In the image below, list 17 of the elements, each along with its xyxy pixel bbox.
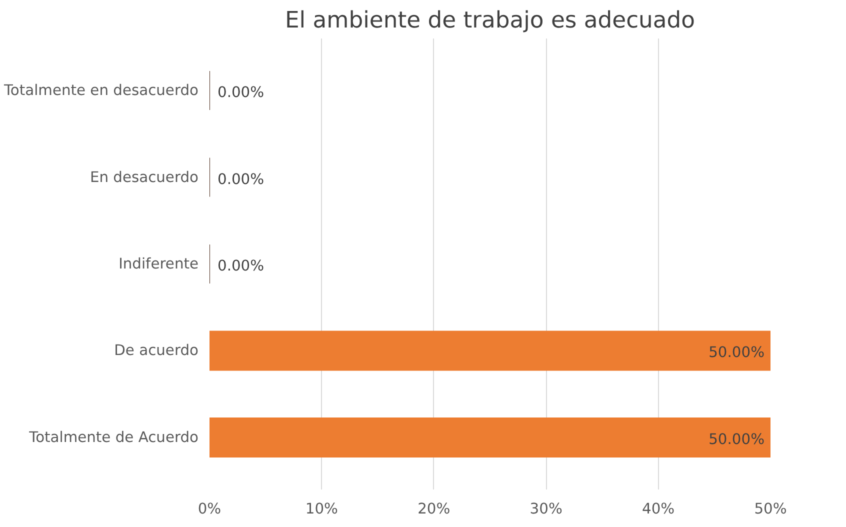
x-tick-label: 20%	[418, 500, 450, 518]
x-tick-label: 40%	[642, 500, 675, 518]
x-tick-label: 50%	[754, 500, 787, 518]
chart-title: El ambiente de trabajo es adecuado	[284, 8, 696, 34]
y-tick-label: Totalmente de Acuerdo	[28, 428, 199, 446]
data-label: 50.00%	[708, 430, 765, 448]
data-label: 0.00%	[218, 170, 264, 188]
y-tick-label: Totalmente en desacuerdo	[2, 82, 199, 100]
y-tick-label: Indiferente	[118, 256, 198, 272]
data-label: 0.00%	[218, 258, 264, 274]
x-tick-label: 10%	[305, 500, 338, 518]
x-tick-label: 0%	[198, 500, 222, 518]
x-tick-label: 30%	[530, 500, 562, 518]
data-label: 0.00%	[218, 84, 264, 102]
y-tick-label: En desacuerdo	[90, 168, 199, 186]
data-label: 50.00%	[708, 344, 765, 362]
y-tick-label: De acuerdo	[114, 342, 199, 360]
